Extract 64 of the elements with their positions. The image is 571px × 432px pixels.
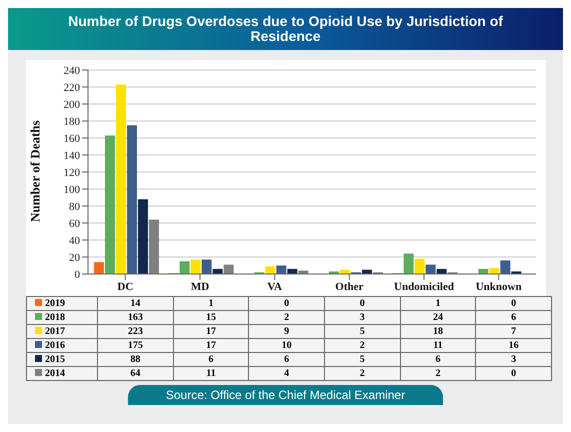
- y-tick-label: 20: [69, 252, 80, 264]
- y-tick-label: 240: [64, 64, 80, 77]
- x-tick-label: Undomiciled: [394, 280, 454, 293]
- data-label: 16: [476, 338, 552, 352]
- data-label: 3: [324, 310, 400, 324]
- legend-label: 2014: [26, 366, 98, 380]
- legend-label: 2017: [26, 324, 98, 338]
- y-tick-label: 220: [64, 82, 80, 94]
- data-label: 15: [173, 310, 249, 324]
- data-label: 2: [324, 338, 400, 352]
- data-label: 7: [476, 324, 552, 338]
- data-label: 2: [324, 366, 400, 380]
- data-label: 3: [476, 352, 552, 366]
- data-label: 11: [400, 338, 476, 352]
- x-tick-label: DC: [117, 280, 134, 293]
- data-label: 0: [476, 366, 552, 380]
- data-label: 4: [248, 366, 324, 380]
- data-label: 0: [324, 296, 400, 310]
- data-label: 1: [173, 296, 249, 310]
- x-tick-label: Other: [335, 280, 364, 293]
- source-note: Source: Office of the Chief Medical Examiner: [128, 385, 443, 405]
- data-label: 0: [248, 296, 324, 310]
- data-label: 163: [98, 310, 174, 324]
- data-label: 6: [476, 310, 552, 324]
- data-label: 2: [248, 310, 324, 324]
- data-label: 18: [400, 324, 476, 338]
- y-tick-label: 40: [69, 234, 80, 247]
- y-tick-label: 60: [69, 218, 80, 230]
- legend-label: 2019: [26, 296, 98, 310]
- y-tick-label: 200: [64, 98, 80, 111]
- x-tick-label: VA: [267, 280, 282, 293]
- y-tick-label: 120: [64, 166, 80, 179]
- y-tick-label: 100: [64, 184, 80, 196]
- data-label: 175: [98, 338, 174, 352]
- data-label: 11: [173, 366, 249, 380]
- x-tick-label: MD: [190, 280, 210, 293]
- data-label: 6: [248, 352, 324, 366]
- data-label: 64: [98, 366, 174, 380]
- legend-label: 2018: [26, 310, 98, 324]
- y-tick-label: 180: [64, 116, 80, 128]
- data-label: 88: [98, 352, 174, 366]
- legend-label: 2015: [26, 352, 98, 366]
- data-label: 6: [173, 352, 249, 366]
- x-tick-label: Unknown: [476, 280, 522, 293]
- legend-label: 2016: [26, 338, 98, 352]
- data-label: 14: [98, 296, 174, 310]
- data-label: 17: [173, 338, 249, 352]
- data-label: 17: [173, 324, 249, 338]
- y-tick-label: 160: [64, 132, 80, 145]
- data-label: 9: [248, 324, 324, 338]
- y-axis-title: Number of Deaths: [28, 120, 43, 222]
- data-label: 1: [400, 296, 476, 310]
- data-label: 10: [248, 338, 324, 352]
- data-label: 0: [476, 296, 552, 310]
- data-label: 5: [324, 324, 400, 338]
- data-label: 24: [400, 310, 476, 324]
- chart-title: Number of Drugs Overdoses due to Opioid Use by Jurisdiction of Residence: [8, 8, 563, 50]
- data-label: 5: [324, 352, 400, 366]
- data-label: 223: [98, 324, 174, 338]
- y-tick-label: 140: [64, 150, 80, 162]
- data-label: 2: [400, 366, 476, 380]
- data-label: 6: [400, 352, 476, 366]
- y-tick-label: 80: [69, 200, 80, 213]
- y-tick-label: 0: [74, 268, 80, 281]
